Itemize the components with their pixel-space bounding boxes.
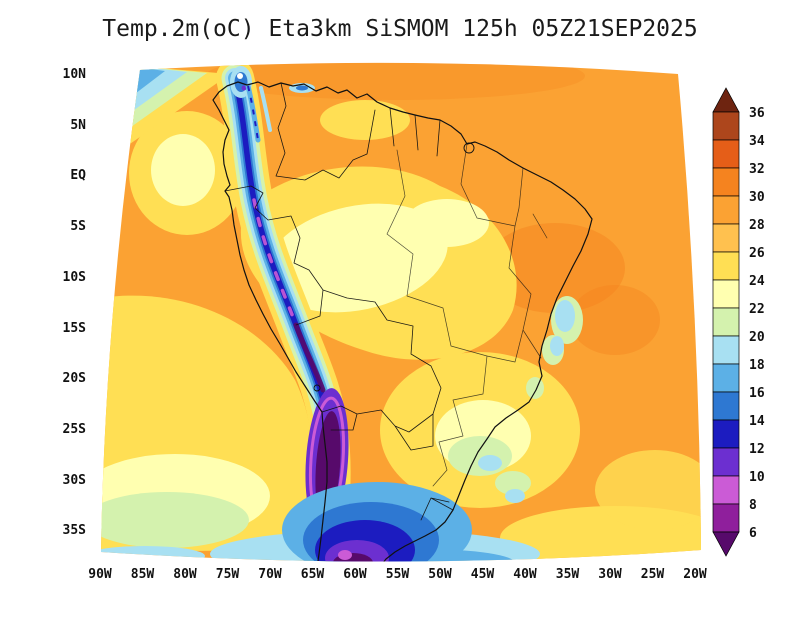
lon-tick-label: 85W	[130, 567, 155, 582]
lon-tick-label: 45W	[470, 567, 495, 582]
colorbar-segment	[712, 475, 740, 505]
lon-tick-label: 70W	[258, 567, 282, 582]
hot-patches	[205, 62, 660, 355]
lon-tick-label: 30W	[598, 567, 622, 582]
temperature-map	[101, 62, 701, 562]
colorbar-tick-label: 12	[749, 442, 765, 457]
map-title: Temp.2m(oC) Eta3km SiSMOM 125h 05Z21SEP2…	[102, 16, 698, 42]
lon-tick-label: 65W	[300, 567, 325, 582]
colorbar-segment	[712, 503, 740, 533]
country-borders	[224, 82, 454, 521]
lon-tick-label: 35W	[555, 567, 580, 582]
colorbar-tick-label: 36	[749, 106, 765, 121]
colorbar-segment	[712, 307, 740, 337]
lon-tick-label: 40W	[513, 567, 537, 582]
lon-tick-label: 90W	[88, 567, 112, 582]
lat-tick-label: EQ	[70, 168, 86, 184]
colorbar-segment	[712, 363, 740, 393]
lon-tick-label: 25W	[640, 567, 665, 582]
colorbar-tick-label: 22	[749, 302, 765, 317]
lat-tick-label: 30S	[62, 472, 86, 488]
colorbar-tick-label: 26	[749, 246, 765, 261]
colorbar-tick-label: 6	[749, 526, 757, 541]
colorbar-legend: 36 34 32 30 28 26 24 22 20 18 16 14 12 10 8 6	[708, 84, 796, 564]
colorbar-tick-label: 20	[749, 330, 765, 345]
colorbar-tick-label: 24	[749, 274, 765, 289]
colorbar-tick-label: 18	[749, 358, 765, 373]
lon-tick-label: 50W	[428, 567, 452, 582]
lon-tick-label: 75W	[215, 567, 240, 582]
colorbar-segment	[712, 391, 740, 421]
lon-tick-label: 55W	[385, 567, 410, 582]
colorbar-tick-label: 32	[749, 162, 765, 177]
temperature-field	[101, 62, 701, 562]
lon-tick-label: 20W	[683, 567, 707, 582]
lat-tick-label: 10N	[62, 67, 86, 82]
colorbar-segment	[712, 447, 740, 477]
state-borders	[386, 143, 548, 487]
colorbar-tick-label: 10	[749, 470, 765, 485]
colorbar-segment	[712, 419, 740, 449]
colorbar-segment	[712, 195, 740, 225]
colorbar-tick-label: 28	[749, 218, 765, 233]
colorbar-tick-label: 16	[749, 386, 765, 401]
lat-tick-label: 35S	[62, 523, 86, 539]
colorbar-segment	[712, 139, 740, 169]
lake-titicaca-outline	[313, 384, 321, 392]
lat-tick-label: 15S	[62, 320, 86, 336]
colorbar-arrow-top	[712, 87, 740, 113]
small-islands	[104, 182, 108, 186]
colorbar-tick-label: 8	[749, 498, 757, 513]
colorbar-segment	[712, 111, 740, 141]
colorbar-segment	[712, 167, 740, 197]
lat-tick-label: 25S	[62, 421, 86, 437]
lat-tick-label: 10S	[62, 269, 86, 285]
northwest-corner-cool-wedge	[117, 66, 230, 153]
colorbar-tick-label: 34	[749, 134, 765, 149]
colorbar-tick-label: 30	[749, 190, 765, 205]
coastline-and-borders	[104, 81, 593, 562]
colorbar-arrow-bottom	[712, 531, 740, 557]
colorbar-tick-label: 14	[749, 414, 765, 429]
lat-tick-label: 5N	[70, 117, 86, 133]
colorbar-segment	[712, 251, 740, 281]
colorbar-segment	[712, 279, 740, 309]
marajo-island-outline	[463, 142, 475, 154]
lon-tick-label: 80W	[173, 567, 197, 582]
colorbar-segment	[712, 335, 740, 365]
lat-tick-label: 20S	[62, 371, 86, 387]
coastline	[212, 81, 593, 562]
colorbar-segment	[712, 223, 740, 253]
north-andes-specks	[230, 66, 315, 143]
southern-cold-region	[282, 482, 515, 562]
lat-tick-label: 5S	[70, 219, 86, 235]
lon-tick-label: 60W	[343, 567, 367, 582]
